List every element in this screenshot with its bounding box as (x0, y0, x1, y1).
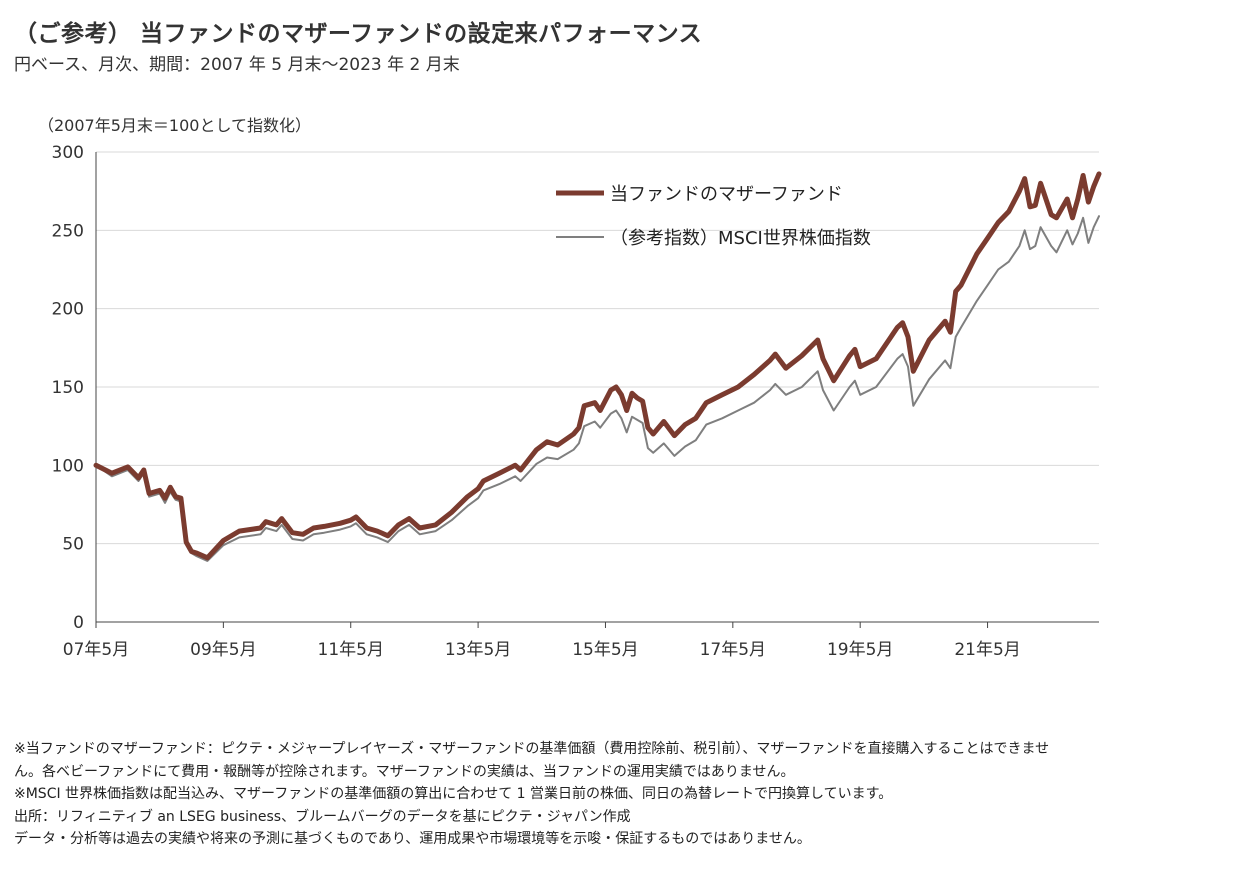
x-tick-label: 11年5月 (318, 640, 384, 660)
chart-subtitle: 円ベース、月次、期間：2007 年 5 月末～2023 年 2 月末 (14, 55, 460, 75)
x-tick-label: 13年5月 (445, 640, 511, 660)
x-tick-label: 15年5月 (572, 640, 638, 660)
chart-title: （ご参考） 当ファンドのマザーファンドの設定来パフォーマンス (14, 21, 703, 47)
performance-chart: （2007年5月末＝100として指数化） 0 50 100 150 200 250 300 0… (38, 116, 1102, 660)
y-tick-label: 100 (52, 456, 84, 476)
footnote-line: ※MSCI 世界株価指数は配当込み、マザーファンドの基準価額の算出に合わせて 1… (14, 786, 893, 802)
footnote-line: 出所：リフィニティブ an LSEG business、ブルームバーグのデータを… (14, 808, 631, 825)
y-tick-label: 50 (62, 535, 84, 555)
x-tick-label: 09年5月 (190, 640, 256, 660)
footnotes: ※当ファンドのマザーファンド：ピクテ・メジャープレイヤーズ・マザーファンドの基準… (14, 738, 1224, 851)
legend-label: 当ファンドのマザーファンド (610, 184, 843, 205)
legend-label: （参考指数）MSCI世界株価指数 (610, 228, 871, 249)
x-tick-label: 17年5月 (700, 640, 766, 660)
footnote-line: データ・分析等は過去の実績や将来の予測に基づくものであり、運用成果や市場環境等を… (14, 831, 811, 847)
x-tick-label: 07年5月 (63, 640, 129, 660)
series-line-msci (95, 215, 1100, 562)
y-tick-label: 150 (52, 378, 84, 398)
y-tick-label: 250 (52, 221, 84, 241)
y-tick-label: 0 (73, 613, 84, 633)
footnote-line: ん。各ベビーファンドにて費用・報酬等が控除されます。マザーファンドの実績は、当フ… (14, 763, 795, 780)
footnote-line: ※当ファンドのマザーファンド：ピクテ・メジャープレイヤーズ・マザーファンドの基準… (14, 741, 1050, 757)
unit-label: （2007年5月末＝100として指数化） (38, 116, 311, 135)
y-tick-label: 300 (52, 143, 84, 163)
y-tick-label: 200 (52, 300, 84, 320)
x-tick-label: 19年5月 (827, 640, 893, 660)
x-tick-label: 21年5月 (954, 640, 1020, 660)
series-line-fund (93, 171, 1102, 561)
